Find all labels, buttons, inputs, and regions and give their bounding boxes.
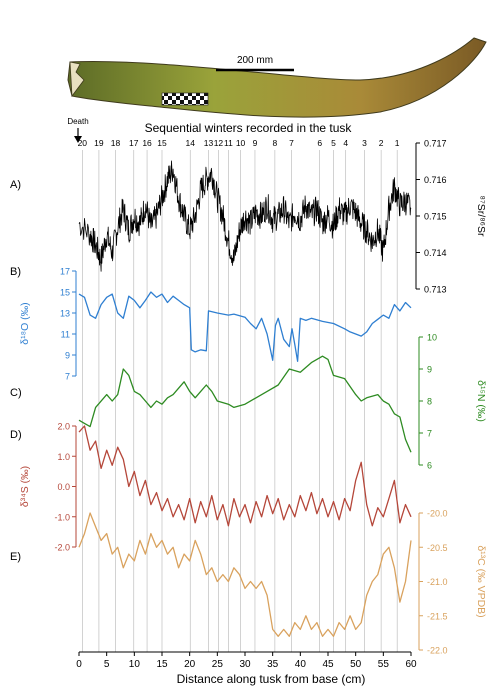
- winter-label-13: 13: [204, 138, 214, 148]
- winter-label-12: 12: [214, 138, 224, 148]
- panel-A-tick-label: 0.716: [424, 175, 447, 185]
- x-tick-label: 45: [322, 659, 334, 670]
- winter-label-15: 15: [157, 138, 167, 148]
- winter-labels: 20 19 18 17 16 15 14 13 12 11 10 9 8 7 6 5 4 3 2 1: [78, 138, 400, 148]
- panel-B-tick-label: 15: [60, 288, 70, 298]
- x-tick-label: 60: [405, 659, 417, 670]
- panel-E-tick-label: -20.5: [427, 543, 448, 553]
- x-axis: 0 5 10 15 20 25 30 35 40 45 50 55 60: [76, 651, 417, 670]
- panel-E: -22.0 -21.5 -21.0 -20.5 -20.0 δ¹³C (‰ VPDB) E): [10, 509, 487, 656]
- winter-label-8: 8: [273, 138, 278, 148]
- panel-E-ylabel: δ¹³C (‰ VPDB): [475, 545, 487, 617]
- panel-C-tick-label: 9: [427, 365, 432, 375]
- x-tick-label: 10: [129, 659, 141, 670]
- x-tick-label: 15: [156, 659, 168, 670]
- winter-label-7: 7: [289, 138, 294, 148]
- panel-B-tick-label: 13: [60, 309, 70, 319]
- winter-label-11: 11: [224, 138, 233, 148]
- panel-E-series-line: [78, 512, 412, 637]
- panels: 0.7130.7140.7150.7160.717⁸⁷Sr/⁸⁶SrA)7911…: [10, 139, 487, 656]
- chart-title: Sequential winters recorded in the tusk: [145, 121, 353, 135]
- winter-label-19: 19: [94, 138, 104, 148]
- panel-E-label: E): [10, 551, 21, 563]
- winter-label-16: 16: [142, 138, 152, 148]
- panel-C-tick-label: 8: [427, 397, 432, 407]
- winter-label-2: 2: [379, 138, 384, 148]
- death-label: Death: [67, 117, 88, 126]
- panel-C-tick-label: 7: [427, 429, 432, 439]
- panel-B-series-line: [78, 291, 412, 362]
- winter-label-5: 5: [331, 138, 336, 148]
- panel-D-tick-label: -1.0: [54, 512, 70, 522]
- scale-checkerboard: [161, 92, 209, 106]
- panel-B-tick-label: 17: [60, 267, 70, 277]
- x-tick-label: 0: [76, 659, 82, 670]
- x-tick-label: 55: [378, 659, 390, 670]
- winter-label-1: 1: [395, 138, 400, 148]
- panel-C: 6 7 8 9 10 δ¹⁵N (‰) C): [10, 333, 487, 471]
- winter-label-20: 20: [78, 138, 88, 148]
- panel-D-tick-label: 0.0: [57, 482, 70, 492]
- panel-B-tick-label: 7: [65, 372, 70, 382]
- x-tick-label: 30: [239, 659, 251, 670]
- panel-D-ylabel: δ³⁴S (‰): [19, 466, 31, 507]
- panel-C-ylabel: δ¹⁵N (‰): [475, 380, 487, 422]
- x-axis-label: Distance along tusk from base (cm): [177, 672, 366, 686]
- panel-D-tick-label: -2.0: [54, 543, 70, 553]
- panel-D-tick-label: 1.0: [57, 452, 70, 462]
- panel-D-series-line: [78, 425, 412, 527]
- winter-label-9: 9: [253, 138, 258, 148]
- winter-label-18: 18: [111, 138, 121, 148]
- panel-C-series-line: [78, 355, 412, 453]
- panel-A-tick-label: 0.713: [424, 285, 447, 295]
- panel-A-tick-label: 0.715: [424, 212, 447, 222]
- scale-bar-label: 200 mm: [237, 55, 273, 66]
- winter-label-6: 6: [317, 138, 322, 148]
- panel-A-series-line: [78, 160, 412, 272]
- death-arrow: [74, 128, 82, 143]
- panel-A: 0.713 0.714 0.715 0.716 0.717 ⁸⁷Sr/⁸⁶Sr A): [10, 139, 487, 295]
- panel-A-tick-label: 0.717: [424, 139, 447, 149]
- winter-gridlines: [82, 150, 398, 652]
- winter-label-10: 10: [236, 138, 246, 148]
- panel-C-tick-label: 10: [427, 333, 437, 343]
- panel-C-label: C): [10, 387, 22, 399]
- panel-A-ylabel: ⁸⁷Sr/⁸⁶Sr: [475, 196, 487, 237]
- x-tick-label: 5: [104, 659, 110, 670]
- panel-B-tick-label: 11: [61, 330, 70, 340]
- x-tick-label: 40: [295, 659, 307, 670]
- panel-B-label: B): [10, 266, 21, 278]
- panel-D: -2.0 -1.0 0.0 1.0 2.0 δ³⁴S (‰) D): [10, 422, 412, 553]
- panel-E-tick-label: -22.0: [427, 646, 448, 656]
- tusk-photo: 200 mm: [67, 37, 487, 118]
- winter-label-17: 17: [129, 138, 139, 148]
- panel-B-ylabel: δ¹⁸O (‰): [19, 302, 31, 344]
- x-tick-label: 20: [184, 659, 196, 670]
- panel-E-tick-label: -20.0: [427, 509, 448, 519]
- panel-A-tick-label: 0.714: [424, 248, 447, 258]
- x-tick-label: 25: [212, 659, 224, 670]
- panel-C-tick-label: 6: [427, 461, 432, 471]
- winter-label-14: 14: [185, 138, 195, 148]
- panel-D-tick-label: 2.0: [57, 422, 70, 432]
- panel-E-tick-label: -21.5: [427, 611, 448, 621]
- panel-E-tick-label: -21.0: [427, 577, 448, 587]
- panel-A-label: A): [10, 179, 21, 191]
- panel-B-tick-label: 9: [65, 351, 70, 361]
- panel-D-label: D): [10, 429, 22, 441]
- panel-B: 7 9 11 13 15 17 δ¹⁸O (‰) B): [10, 266, 412, 382]
- winter-label-4: 4: [343, 138, 348, 148]
- winter-label-3: 3: [362, 138, 367, 148]
- x-tick-label: 35: [267, 659, 279, 670]
- x-tick-label: 50: [350, 659, 362, 670]
